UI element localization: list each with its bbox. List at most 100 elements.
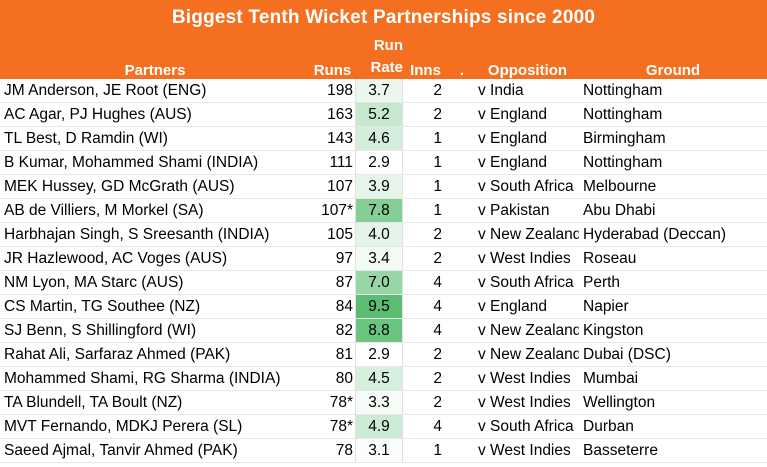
cell-run-rate: 2.9	[355, 151, 403, 174]
cell-runs: 105	[327, 225, 353, 243]
header-run-rate-top: Run	[373, 37, 403, 54]
cell-runs: 87	[335, 273, 353, 291]
cell-runs: 78*	[329, 417, 353, 435]
table-row: MVT Fernando, MDKJ Perera (SL) 78* 4.9 4 v S…	[0, 415, 767, 439]
cell-opposition: v Pakistan	[478, 201, 550, 219]
table-row: AB de Villiers, M Morkel (SA) 107* 7.8 1 v P…	[0, 199, 767, 223]
cell-ground: Nottingham	[583, 105, 663, 123]
cell-opposition: v England	[478, 105, 547, 123]
table-row: TL Best, D Ramdin (WI) 143 4.6 1 v England Bi…	[0, 127, 767, 151]
header-partners: Partners	[124, 62, 186, 79]
cell-dot	[448, 319, 476, 342]
cell-inns: 4	[433, 297, 442, 315]
table-row: B Kumar, Mohammed Shami (INDIA) 111 2.9 1 v …	[0, 151, 767, 175]
table-title: Biggest Tenth Wicket Partnerships since …	[0, 0, 767, 35]
cell-run-rate: 9.5	[355, 295, 403, 318]
cell-ground: Basseterre	[583, 441, 658, 459]
cell-dot	[448, 367, 476, 390]
cell-run-rate: 4.9	[355, 415, 403, 438]
table-row: JR Hazlewood, AC Voges (AUS) 97 3.4 2 v West…	[0, 247, 767, 271]
cell-run-rate: 3.7	[355, 79, 403, 102]
cell-inns: 1	[433, 441, 442, 459]
table-row: SJ Benn, S Shillingford (WI) 82 8.8 4 v New …	[0, 319, 767, 343]
table-body: JM Anderson, JE Root (ENG) 198 3.7 2 v India…	[0, 79, 767, 463]
header-ground: Ground	[645, 62, 701, 79]
cell-runs: 81	[335, 345, 353, 363]
cell-partners: Rahat Ali, Sarfaraz Ahmed (PAK)	[4, 345, 231, 363]
cell-dot	[448, 223, 476, 246]
cell-dot	[448, 391, 476, 414]
cell-dot	[448, 415, 476, 438]
cell-dot	[448, 343, 476, 366]
cell-inns: 4	[433, 273, 442, 291]
cell-ground: Wellington	[583, 393, 656, 411]
cell-partners: CS Martin, TG Southee (NZ)	[4, 297, 201, 315]
cell-ground: Durban	[583, 417, 634, 435]
header-run-rate: Run Rate	[355, 35, 403, 82]
cell-partners: MEK Hussey, GD McGrath (AUS)	[4, 177, 235, 195]
cell-run-rate: 7.0	[355, 271, 403, 294]
cell-partners: JM Anderson, JE Root (ENG)	[4, 81, 207, 99]
header-inns: Inns	[410, 62, 441, 79]
table-row: Rahat Ali, Sarfaraz Ahmed (PAK) 81 2.9 2 v N…	[0, 343, 767, 367]
header-dot: .	[459, 62, 465, 79]
table-row: Harbhajan Singh, S Sreesanth (INDIA) 105 4…	[0, 223, 767, 247]
table-row: Saeed Ajmal, Tanvir Ahmed (PAK) 78 3.1 1 v W…	[0, 439, 767, 463]
table-row: CS Martin, TG Southee (NZ) 84 9.5 4 v Englan…	[0, 295, 767, 319]
cell-opposition: v West Indies	[478, 369, 571, 387]
cell-opposition: v West Indies	[478, 393, 571, 411]
cell-runs: 107	[327, 177, 353, 195]
cell-inns: 2	[433, 369, 442, 387]
cell-ground: Kingston	[583, 321, 644, 339]
cell-ground: Nottingham	[583, 153, 663, 171]
cell-inns: 2	[433, 393, 442, 411]
cell-runs: 97	[335, 249, 353, 267]
cell-run-rate: 3.1	[355, 439, 403, 462]
cell-runs: 84	[335, 297, 353, 315]
cell-partners: TA Blundell, TA Boult (NZ)	[4, 393, 183, 411]
cell-opposition: v New Zealand	[478, 321, 579, 339]
cell-ground: Mumbai	[583, 369, 639, 387]
cell-run-rate: 2.9	[355, 343, 403, 366]
cell-opposition: v England	[478, 129, 547, 147]
cell-run-rate: 4.6	[355, 127, 403, 150]
table-row: AC Agar, PJ Hughes (AUS) 163 5.2 2 v England…	[0, 103, 767, 127]
cell-run-rate: 4.0	[355, 223, 403, 246]
cell-run-rate: 8.8	[355, 319, 403, 342]
cell-runs: 80	[335, 369, 353, 387]
cell-runs: 107*	[321, 201, 353, 219]
cell-inns: 2	[433, 345, 442, 363]
cell-inns: 1	[433, 201, 442, 219]
cell-runs: 143	[327, 129, 353, 147]
cell-runs: 82	[335, 321, 353, 339]
cell-opposition: v India	[478, 81, 524, 99]
cell-dot	[448, 127, 476, 150]
cell-inns: 2	[433, 225, 442, 243]
cell-dot	[448, 103, 476, 126]
cell-ground: Nottingham	[583, 81, 663, 99]
cell-ground: Roseau	[583, 249, 637, 267]
cell-dot	[448, 439, 476, 462]
cell-opposition: v England	[478, 153, 547, 171]
cell-opposition: v South Africa	[478, 177, 574, 195]
cell-dot	[448, 247, 476, 270]
cell-dot	[448, 151, 476, 174]
cell-inns: 1	[433, 129, 442, 147]
cell-partners: Saeed Ajmal, Tanvir Ahmed (PAK)	[4, 441, 238, 459]
cell-partners: AB de Villiers, M Morkel (SA)	[4, 201, 204, 219]
cell-partners: AC Agar, PJ Hughes (AUS)	[4, 105, 192, 123]
cell-opposition: v England	[478, 297, 547, 315]
cell-opposition: v South Africa	[478, 273, 574, 291]
cell-ground: Napier	[583, 297, 629, 315]
table-row: NM Lyon, MA Starc (AUS) 87 7.0 4 v South Afr…	[0, 271, 767, 295]
cell-partners: Harbhajan Singh, S Sreesanth (INDIA)	[4, 225, 270, 243]
table-row: TA Blundell, TA Boult (NZ) 78* 3.3 2 v West …	[0, 391, 767, 415]
cell-ground: Perth	[583, 273, 621, 291]
cell-dot	[448, 175, 476, 198]
table-header: Partners Runs Run Rate Inns . Opposition…	[0, 35, 767, 79]
cell-partners: TL Best, D Ramdin (WI)	[4, 129, 168, 147]
header-runs: Runs	[313, 62, 352, 79]
cell-runs: 78	[335, 441, 353, 459]
cell-ground: Melbourne	[583, 177, 657, 195]
